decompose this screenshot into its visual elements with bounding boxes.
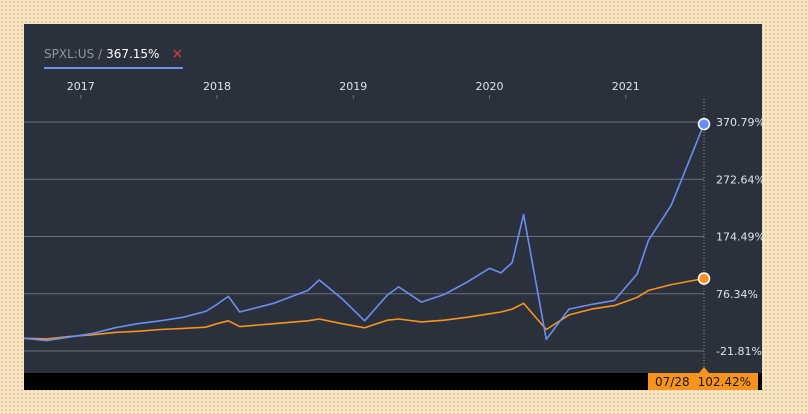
y-tick-label: 272.64% <box>716 173 762 186</box>
x-tick-label: 2019 <box>339 80 367 93</box>
time-axis-bar <box>24 373 762 390</box>
x-tick-label: 2020 <box>476 80 504 93</box>
series-end-point-1[interactable] <box>697 117 711 131</box>
y-tick-label: 370.79% <box>716 116 762 129</box>
crosshair-marker <box>699 367 709 373</box>
series-line-1 <box>24 123 705 342</box>
grid-lines <box>24 99 709 374</box>
legend[interactable]: SPXL:US / 367.15% × <box>44 44 184 69</box>
y-tick-label: 76.34% <box>716 288 758 301</box>
legend-ticker: SPXL:US / <box>44 47 103 61</box>
x-tick-label: 2021 <box>612 80 640 93</box>
x-tick-label: 2017 <box>67 80 95 93</box>
chart-panel: 2017 2018 2019 2020 2021 370.79% 272.64% 174.4… <box>24 24 762 390</box>
line-chart: 2017 2018 2019 2020 2021 370.79% 272.64% 174.4… <box>24 80 762 374</box>
crosshair-value: 102.42% <box>697 374 751 389</box>
x-tick-label: 2018 <box>203 80 231 93</box>
x-axis-ticks: 2017 2018 2019 2020 2021 <box>67 80 640 99</box>
legend-value: 367.15% <box>106 47 160 61</box>
y-tick-label: -21.81% <box>716 345 762 358</box>
series-line-2 <box>24 277 705 340</box>
close-icon[interactable]: × <box>171 46 184 62</box>
y-tick-label: 174.49% <box>716 231 762 244</box>
series-lines <box>24 117 711 342</box>
crosshair-badge: 07/28 102.42% <box>648 373 758 390</box>
series-end-point-2[interactable] <box>697 272 711 285</box>
y-axis-ticks: 370.79% 272.64% 174.49% 76.34% -21.81% <box>716 116 762 358</box>
crosshair-date: 07/28 <box>655 374 690 389</box>
